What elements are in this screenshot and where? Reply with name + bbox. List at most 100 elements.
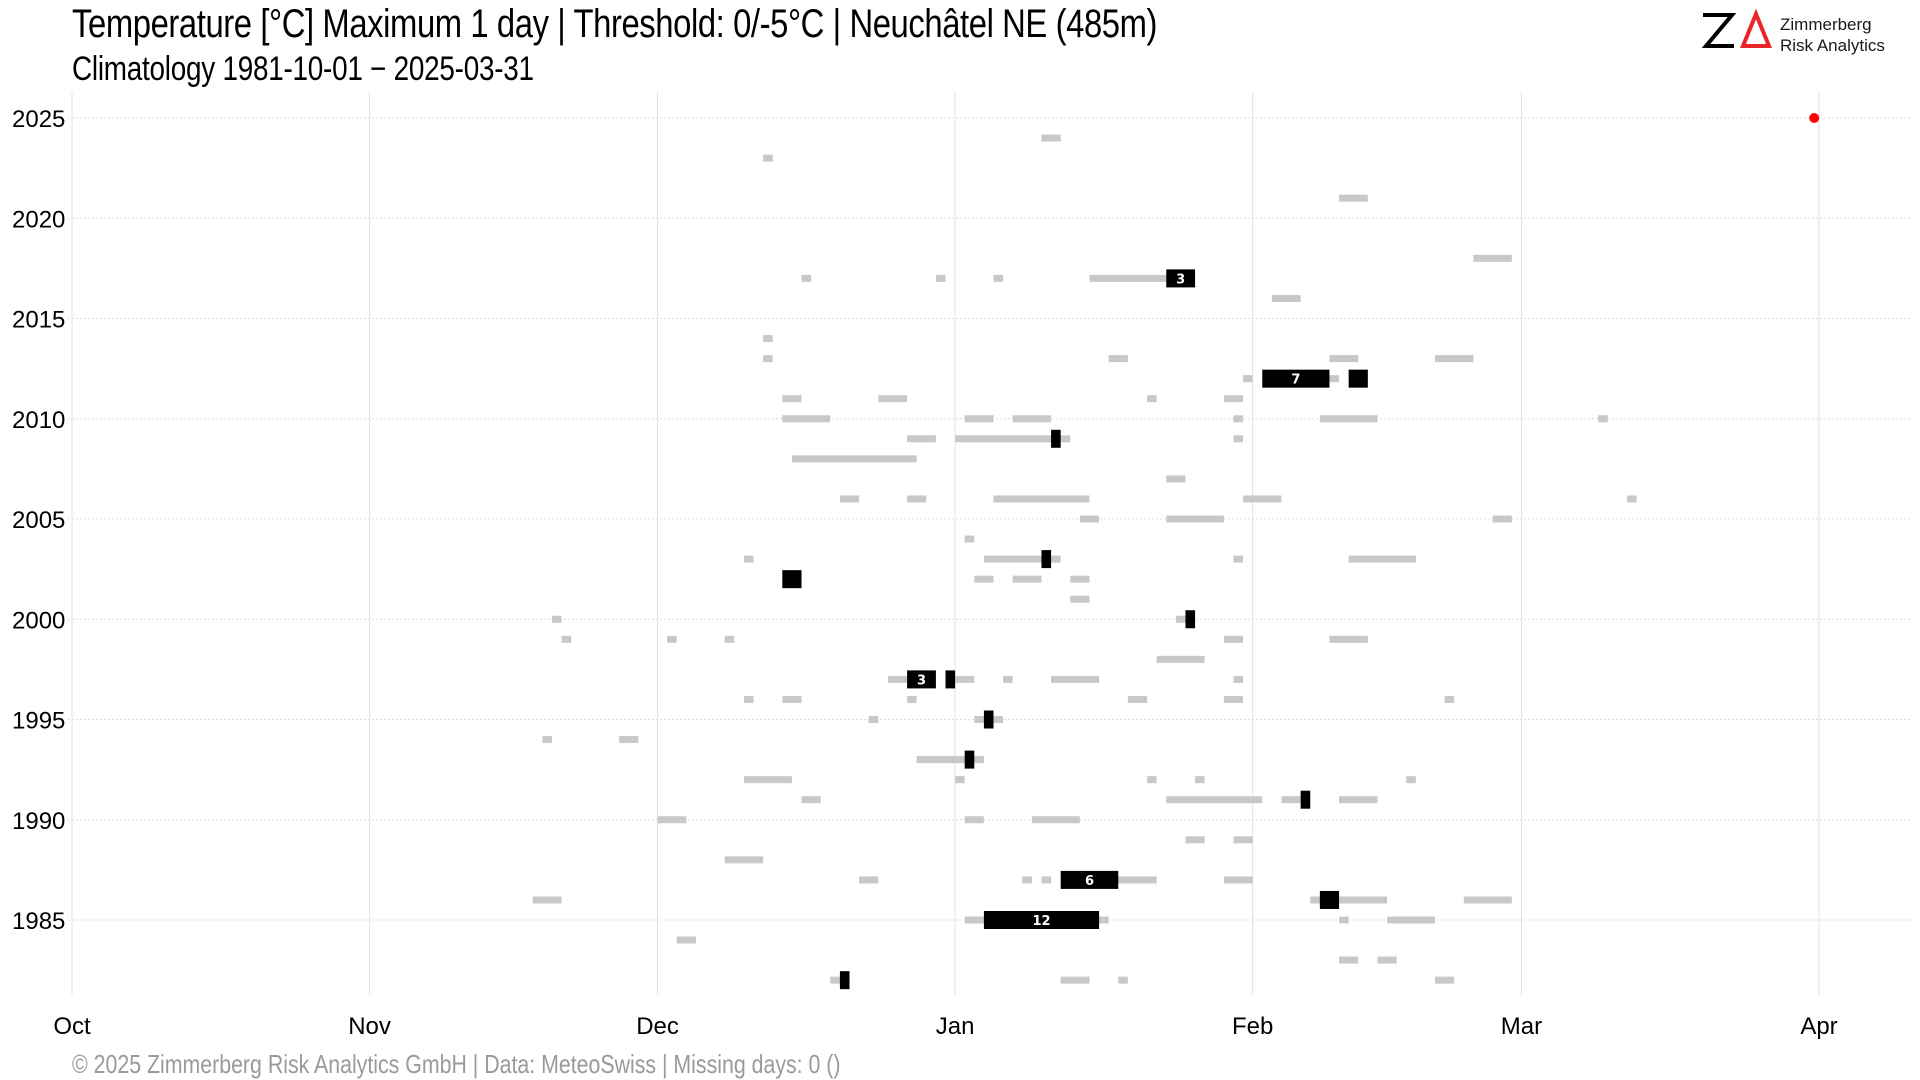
spell-bar-below-0 — [1041, 876, 1052, 884]
spell-bar-below-0 — [1339, 916, 1349, 924]
spell-bar-below-0 — [743, 555, 754, 563]
spell-bar-below-minus5 — [782, 570, 802, 589]
spell-bar-below-0 — [1319, 415, 1378, 423]
spell-bar-below-0 — [1223, 395, 1244, 403]
footer-credits: © 2025 Zimmerberg Risk Analytics GmbH | … — [72, 1049, 841, 1079]
spell-bar-below-minus5 — [983, 710, 994, 729]
spell-bar-below-0 — [724, 635, 735, 643]
spell-bar-below-0 — [1329, 355, 1359, 363]
spell-bar-below-0 — [1444, 695, 1455, 703]
spell-bar-below-minus5 — [1060, 870, 1119, 889]
spell-bar-below-0 — [1070, 575, 1090, 583]
spell-bar-below-minus5 — [983, 911, 1100, 929]
spell-bar-below-0 — [1243, 375, 1253, 383]
x-tick-label: Nov — [348, 1013, 391, 1040]
spell-bar-below-minus5 — [1262, 369, 1330, 388]
spell-bar-below-0 — [1223, 695, 1244, 703]
spell-duration-label: 6 — [1085, 874, 1094, 889]
spell-bar-below-0 — [1406, 776, 1416, 784]
spell-bar-below-0 — [1233, 555, 1244, 563]
spell-bar-below-0 — [1108, 355, 1128, 363]
spell-bar-below-0 — [801, 274, 812, 282]
spell-bar-below-0 — [1099, 916, 1109, 924]
spell-bar-below-0 — [1079, 515, 1100, 523]
spell-bar-below-0 — [1051, 675, 1100, 683]
spell-bar-below-0 — [839, 495, 860, 503]
spell-bar-below-0 — [791, 455, 917, 463]
spell-bar-below-0 — [1463, 896, 1512, 904]
spell-bar-below-0 — [1147, 776, 1157, 784]
spell-bar-below-0 — [1233, 415, 1244, 423]
spell-bar-below-0 — [561, 635, 572, 643]
spell-bar-below-0 — [1339, 956, 1359, 964]
spell-bar-below-0 — [743, 776, 792, 784]
spell-bar-below-0 — [763, 355, 773, 363]
spell-bar-below-0 — [1108, 876, 1157, 884]
spell-bar-below-0 — [1127, 695, 1148, 703]
spell-bar-below-0 — [1271, 294, 1301, 302]
x-tick-label: Feb — [1232, 1013, 1273, 1040]
spells-below-0 — [532, 134, 1637, 984]
spell-bar-below-0 — [1003, 675, 1013, 683]
spell-bar-below-minus5 — [839, 971, 850, 990]
spell-bar-below-0 — [859, 876, 879, 884]
spell-bar-below-0 — [657, 816, 687, 824]
spell-bar-below-0 — [1166, 475, 1186, 483]
spell-bar-below-0 — [878, 395, 908, 403]
spell-bar-below-0 — [619, 736, 639, 744]
spell-bar-below-0 — [763, 154, 773, 162]
spell-duration-label: 3 — [917, 673, 926, 688]
spell-bar-below-0 — [1022, 876, 1032, 884]
spell-bar-below-0 — [830, 976, 840, 984]
current-date-marker — [1809, 113, 1820, 123]
spell-bar-below-0 — [964, 415, 994, 423]
y-tick-label: 1985 — [12, 908, 65, 935]
spell-bar-below-0 — [782, 415, 831, 423]
spell-bar-below-0 — [1012, 415, 1052, 423]
spell-bar-below-0 — [676, 936, 696, 944]
spell-bar-below-0 — [993, 495, 1090, 503]
spell-bar-below-0 — [1435, 355, 1474, 363]
spell-bar-below-0 — [532, 896, 562, 904]
grid-lines — [68, 92, 1912, 995]
spell-bar-below-0 — [1233, 836, 1253, 844]
y-tick-label: 2020 — [12, 206, 65, 233]
spell-bar-below-minus5 — [907, 670, 936, 689]
spell-bar-below-0 — [1281, 796, 1301, 804]
spell-bar-below-0 — [955, 776, 965, 784]
spell-bar-below-0 — [1233, 435, 1244, 443]
spell-bar-below-0 — [1377, 956, 1397, 964]
y-tick-label: 1995 — [12, 708, 65, 735]
axis-ticks: Oct Nov Dec Jan Feb Mar Apr 1985 1990 1995 2000 200… — [12, 106, 1838, 1040]
spell-bar-below-0 — [1310, 896, 1388, 904]
spell-bar-below-minus5 — [1300, 790, 1311, 809]
x-tick-label: Oct — [53, 1013, 91, 1040]
y-tick-label: 1990 — [12, 808, 65, 835]
spell-bar-below-0 — [1031, 816, 1080, 824]
x-tick-label: Jan — [936, 1013, 975, 1040]
spell-bar-below-0 — [782, 395, 802, 403]
spell-bar-below-0 — [983, 555, 1061, 563]
spell-bar-below-0 — [1243, 495, 1282, 503]
spell-bar-below-0 — [1185, 836, 1205, 844]
spell-bar-below-minus5 — [964, 750, 975, 769]
y-tick-label: 2005 — [12, 507, 65, 534]
za-logo-mark-icon — [1701, 8, 1772, 48]
spell-bar-below-0 — [724, 856, 764, 864]
spell-bar-below-0 — [955, 435, 1071, 443]
spell-bar-below-0 — [1041, 134, 1061, 142]
spell-bar-below-0 — [955, 675, 975, 683]
spell-bar-below-0 — [1166, 796, 1263, 804]
spell-bar-below-0 — [1387, 916, 1436, 924]
spell-bar-below-0 — [887, 675, 908, 683]
spell-bar-below-0 — [782, 695, 802, 703]
spell-bar-below-0 — [1492, 515, 1512, 523]
latest-observation-dot — [1809, 113, 1820, 123]
spell-duration-label: 3 — [1176, 272, 1185, 287]
spell-bar-below-0 — [542, 736, 552, 744]
spell-bar-below-0 — [1473, 254, 1512, 262]
spell-bar-below-minus5 — [1166, 269, 1196, 288]
spell-bar-below-0 — [916, 756, 984, 764]
x-tick-label: Dec — [636, 1013, 679, 1040]
